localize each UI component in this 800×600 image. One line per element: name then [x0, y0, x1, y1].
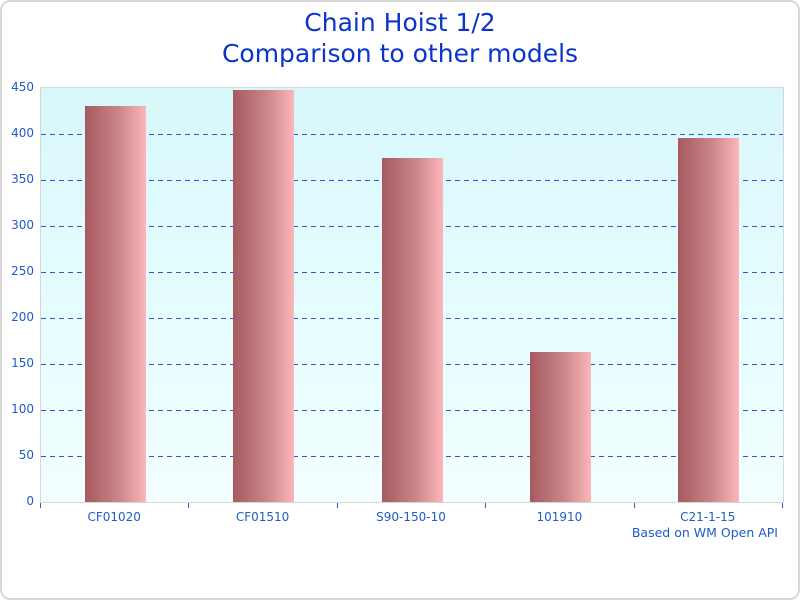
y-axis-label-150: 150	[11, 356, 34, 370]
y-axis-label-400: 400	[11, 126, 34, 140]
x-axis-label-CF01510: CF01510	[235, 510, 290, 524]
y-axis-label-100: 100	[11, 402, 34, 416]
x-axis-tick	[485, 503, 486, 508]
bar-101910	[529, 352, 591, 502]
bar-CF01510	[233, 89, 295, 502]
x-axis-label-101910: 101910	[536, 510, 583, 524]
gridline-400	[41, 134, 783, 135]
x-axis-label-CF01020: CF01020	[87, 510, 141, 524]
y-axis-label-0: 0	[26, 494, 34, 508]
chart-title: Chain Hoist 1/2	[304, 8, 496, 37]
x-axis-label-C21-1-15: C21-1-15	[680, 510, 736, 524]
bar-S90-150-10	[381, 157, 443, 502]
x-axis-tick	[634, 503, 635, 508]
y-axis-label-250: 250	[11, 264, 34, 278]
x-axis-tick	[40, 503, 41, 508]
x-axis-tick	[782, 503, 783, 508]
chart-subtitle: Comparison to other models	[221, 39, 579, 68]
x-axis-label-S90-150-10: S90-150-10	[376, 510, 446, 524]
chart-footnote: Based on WM Open API	[631, 525, 778, 540]
bar-CF01020	[84, 106, 146, 502]
y-axis-label-200: 200	[11, 310, 34, 324]
y-axis-label-450: 450	[11, 80, 34, 94]
plot-area	[40, 87, 784, 503]
y-axis-label-50: 50	[18, 448, 34, 462]
y-axis-label-350: 350	[11, 172, 34, 186]
title-block: Chain Hoist 1/2 Comparison to other mode…	[2, 7, 798, 69]
x-axis-tick	[337, 503, 338, 508]
bar-C21-1-15	[678, 137, 740, 502]
x-axis-tick	[188, 503, 189, 508]
y-axis-label-300: 300	[11, 218, 34, 232]
